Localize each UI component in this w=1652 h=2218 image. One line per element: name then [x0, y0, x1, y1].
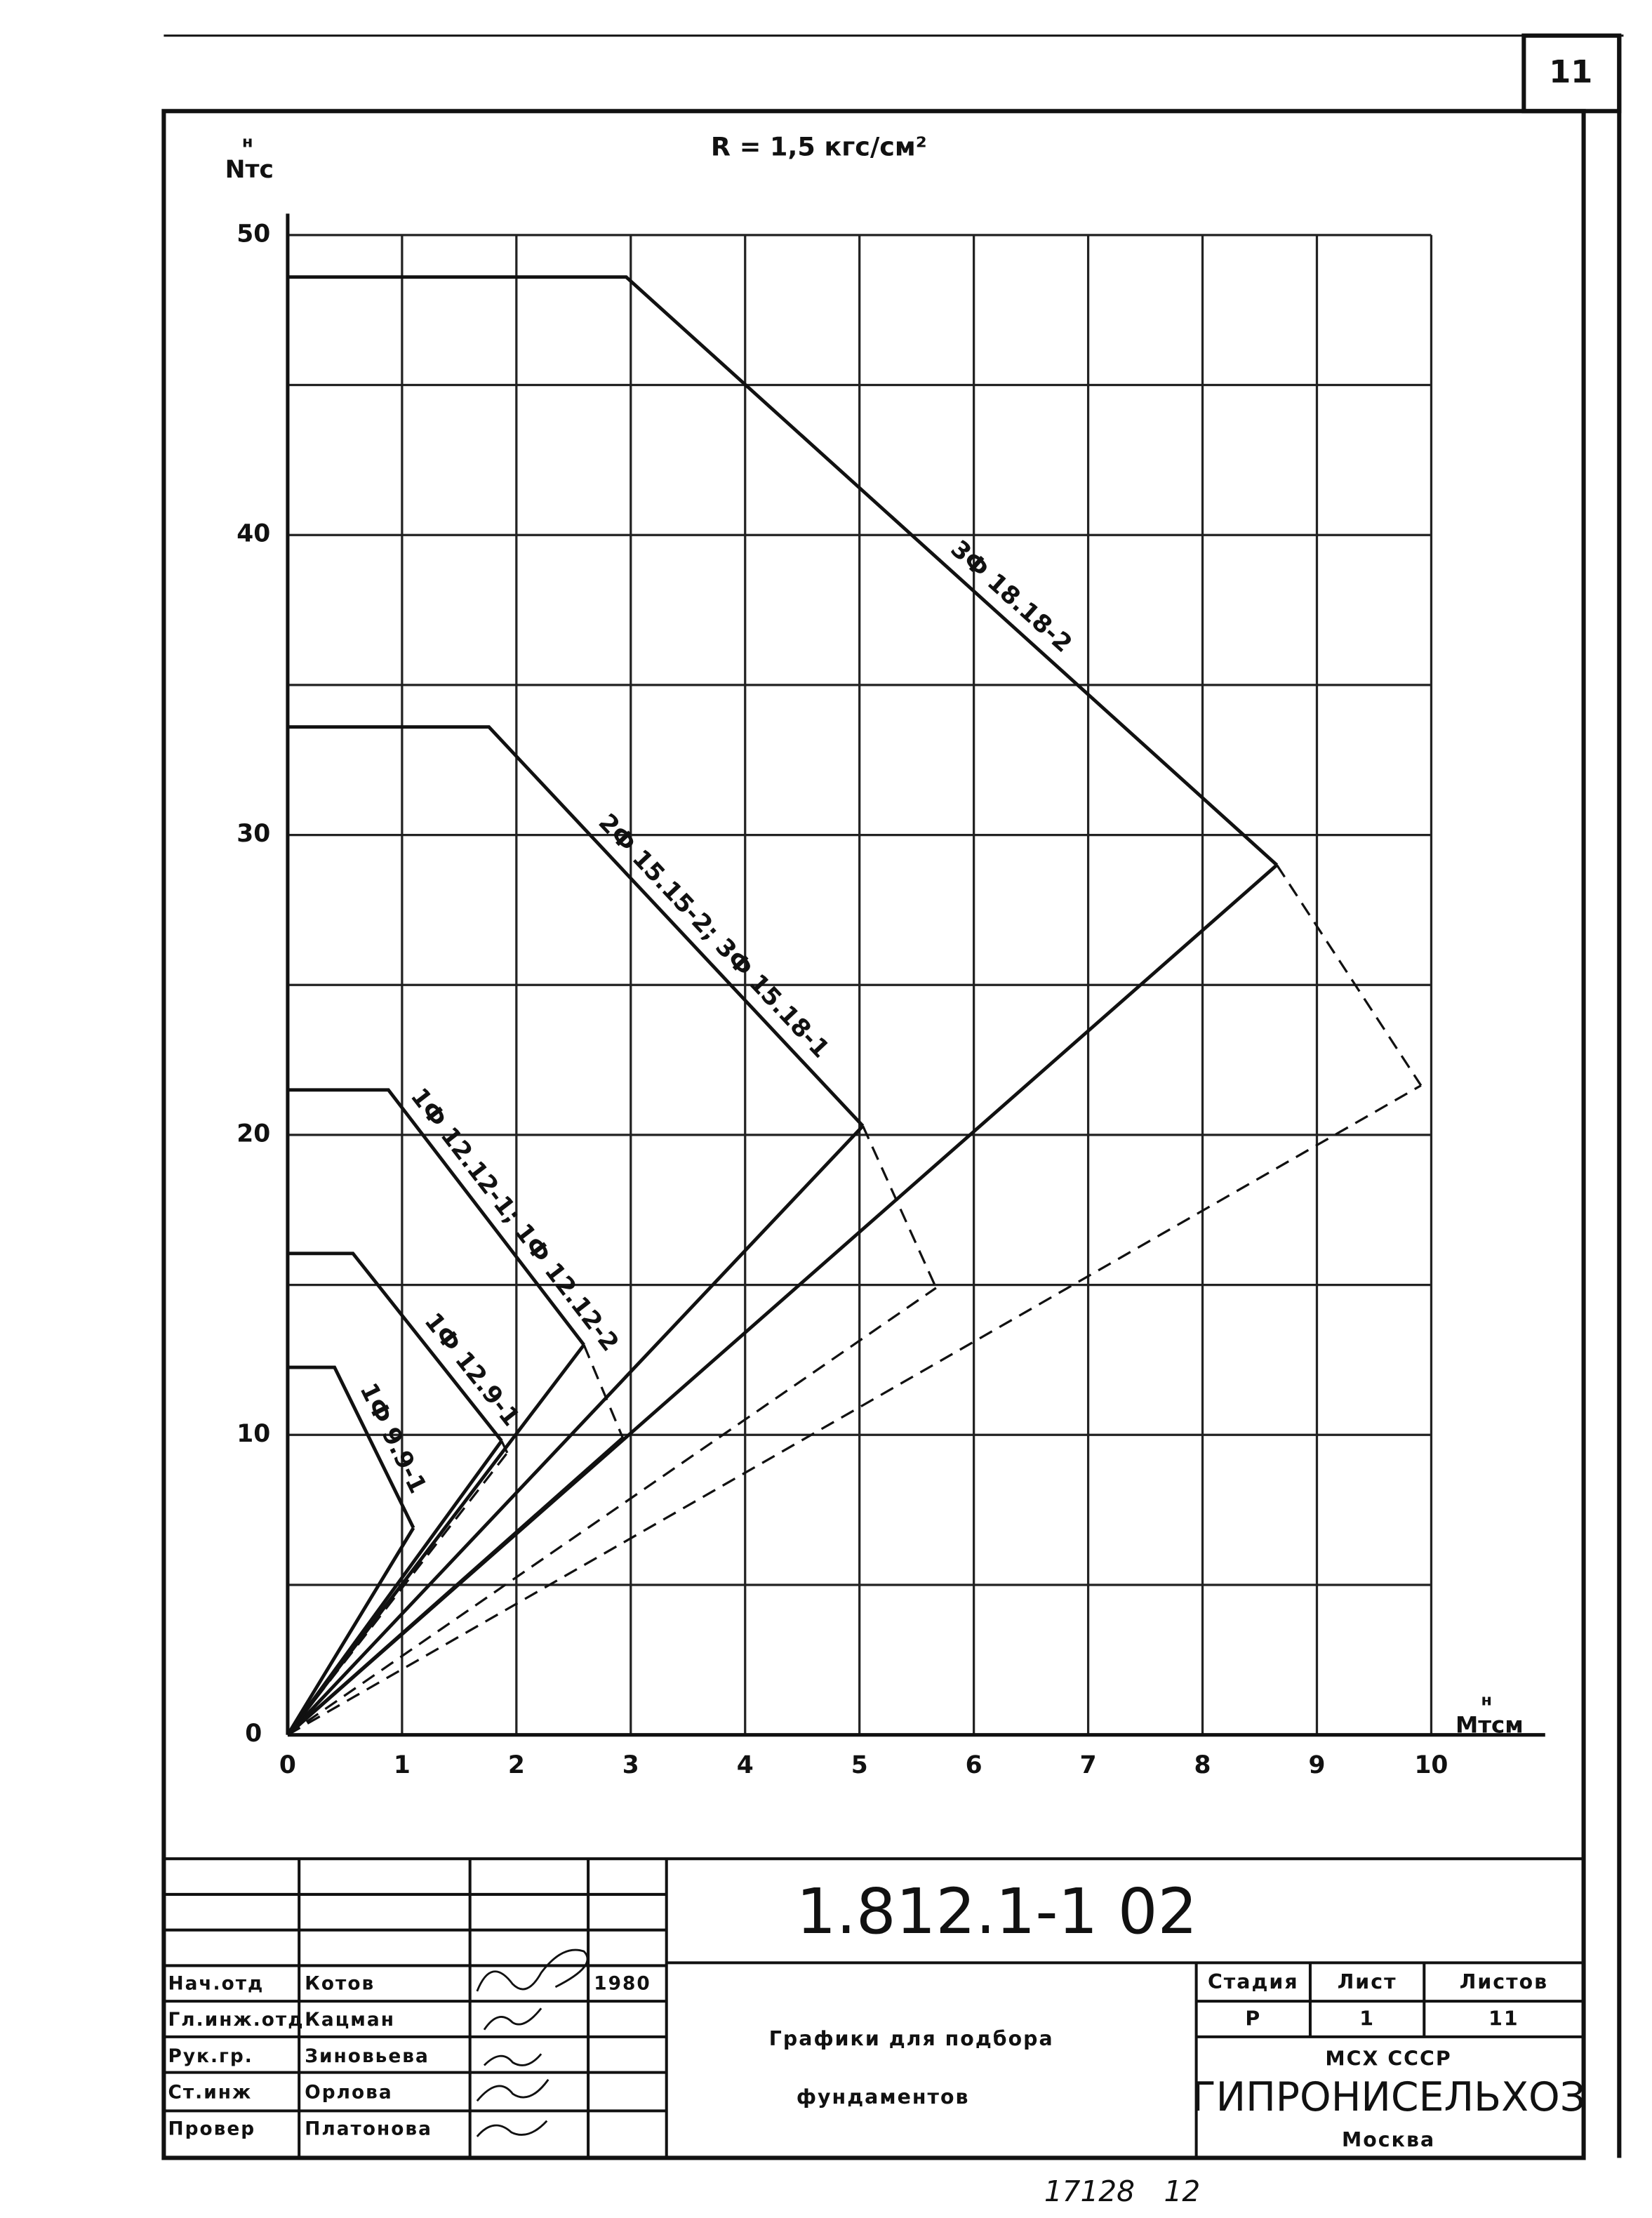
x-tick-label: 8: [1194, 1751, 1211, 1779]
y-tick-label: 10: [237, 1420, 270, 1448]
title-block-lines: [164, 1857, 1584, 2158]
chart-title: R = 1,5 кгс/см²: [711, 132, 927, 162]
dashed-line: [582, 1344, 624, 1439]
organization: МСХ СССР: [1325, 2047, 1451, 2070]
organization: ГИПРОНИСЕЛЬХОЗ: [1192, 2074, 1585, 2120]
solid-line: [286, 1436, 625, 1736]
solid-line: [286, 1440, 503, 1736]
y-tick-label: 20: [237, 1120, 270, 1148]
staff-name: Котов: [305, 1973, 375, 1994]
series-label: 3Ф 18.18-2: [945, 535, 1077, 658]
y-tick-label: 0: [245, 1720, 262, 1748]
staff-name: Платонова: [305, 2118, 432, 2139]
x-tick-label: 6: [966, 1751, 982, 1779]
drawing-title: Графики для подбора: [769, 2027, 1054, 2050]
stage-header: Лист: [1338, 1970, 1397, 1993]
x-tick-label: 7: [1080, 1751, 1097, 1779]
dashed-line: [286, 1452, 509, 1736]
drawing-code: 1.812.1-1 02: [797, 1875, 1198, 1948]
solid-line: [286, 1124, 865, 1736]
staff-name: Орлова: [305, 2083, 392, 2104]
x-tick-label: 0: [279, 1751, 296, 1779]
staff-role: Нач.отд: [168, 1973, 264, 1994]
series-label: 1Ф 12.9-1: [419, 1308, 526, 1432]
series-label: 1Ф 9.9-1: [354, 1379, 432, 1498]
stage-value: 11: [1488, 2007, 1519, 2031]
drawing-title: фундаментов: [797, 2085, 970, 2109]
y-tick-label: 50: [237, 220, 270, 248]
dashed-line: [287, 1287, 937, 1736]
signatures: [476, 1948, 589, 2137]
solid-line: [287, 275, 1279, 867]
y-tick-label: 30: [237, 820, 270, 848]
dashed-line: [500, 1440, 509, 1454]
footer-number: 12: [1164, 2174, 1201, 2208]
solid-line: [287, 1251, 503, 1442]
x-tick-label: 5: [851, 1751, 868, 1779]
sheet-number: 11: [1549, 54, 1592, 91]
staff-year: 1980: [594, 1973, 651, 1994]
solid-line: [287, 1365, 415, 1529]
stage-header: Стадия: [1208, 1970, 1299, 1993]
x-tick-label: 4: [737, 1751, 754, 1779]
staff-role: Рук.гр.: [168, 2046, 253, 2067]
staff-name: Кацман: [305, 2010, 395, 2031]
organization: Москва: [1342, 2128, 1435, 2151]
dashed-line: [1276, 864, 1423, 1087]
x-tick-label: 10: [1414, 1751, 1448, 1779]
footer-number: 17128: [1044, 2174, 1135, 2208]
x-tick-label: 2: [508, 1751, 525, 1779]
staff-name: Зиновьева: [305, 2046, 429, 2067]
stage-header: Листов: [1460, 1970, 1548, 1993]
solid-line: [286, 1527, 415, 1736]
y-tick-label: 40: [237, 520, 270, 548]
dashed-line: [287, 1084, 1422, 1736]
stage-value: 1: [1359, 2007, 1375, 2031]
y-axis-label: Nтс: [225, 156, 274, 184]
frame: [161, 109, 1586, 2160]
staff-role: Гл.инж.отд: [168, 2010, 304, 2031]
stage-value: Р: [1245, 2007, 1261, 2031]
y-axis-label-sup: н: [242, 133, 253, 151]
x-tick-label: 1: [394, 1751, 411, 1779]
staff-role: Провер: [168, 2118, 255, 2139]
solid-line: [287, 725, 865, 1127]
staff-role: Ст.инж: [168, 2083, 252, 2104]
x-axis-label-sup: н: [1481, 1691, 1491, 1709]
dashed-line: [862, 1125, 938, 1289]
x-tick-label: 9: [1308, 1751, 1325, 1779]
series-label: 2Ф 15.15-2; 3Ф 15.18-1: [593, 809, 835, 1063]
solid-line: [287, 1088, 585, 1346]
x-tick-label: 3: [622, 1751, 639, 1779]
